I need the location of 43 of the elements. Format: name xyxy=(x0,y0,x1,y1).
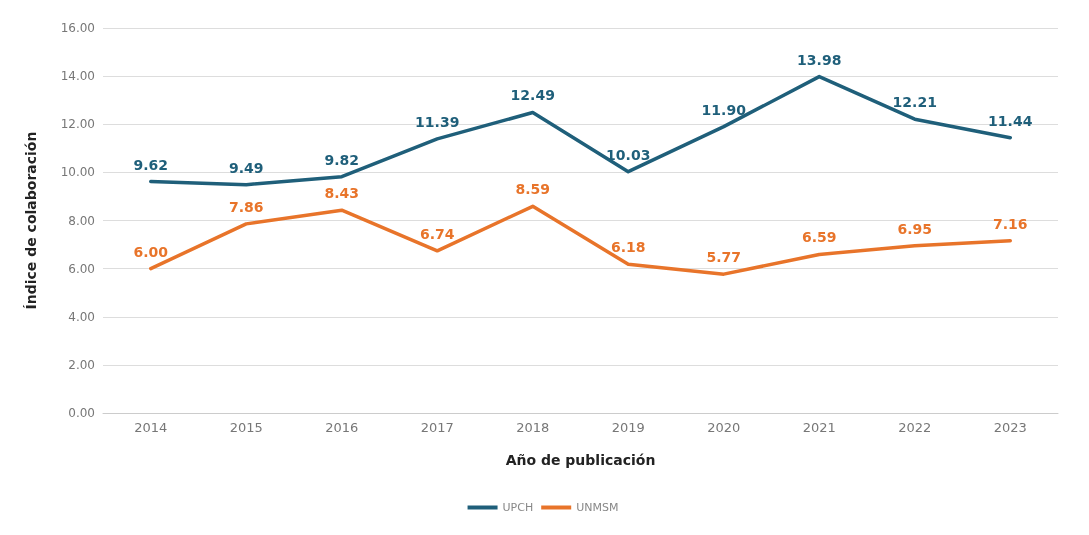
data-label: 11.39 xyxy=(415,113,460,130)
data-label: 8.43 xyxy=(324,185,360,202)
legend-label: UPCH xyxy=(502,501,534,514)
x-tick-label: 2015 xyxy=(229,420,263,435)
x-tick-label: 2020 xyxy=(707,420,741,435)
data-label: 6.59 xyxy=(801,229,837,246)
data-label: 7.86 xyxy=(228,198,264,215)
x-tick-label: 2021 xyxy=(802,420,836,435)
x-tick-label: 2023 xyxy=(993,420,1027,435)
x-tick-label: 2016 xyxy=(325,420,359,435)
x-tick-label: 2017 xyxy=(420,420,454,435)
y-tick-label: 10.00 xyxy=(60,165,95,180)
y-tick-label: 0.00 xyxy=(68,406,95,420)
data-label: 7.16 xyxy=(992,215,1028,232)
x-tick-label: 2018 xyxy=(516,420,550,435)
data-label: 12.49 xyxy=(510,87,555,104)
data-label: 8.59 xyxy=(515,181,551,198)
x-tick-label: 2022 xyxy=(898,420,932,435)
y-tick-label: 8.00 xyxy=(68,213,95,228)
x-tick-label: 2019 xyxy=(611,420,645,435)
x-axis-title: Año de publicación xyxy=(505,452,656,468)
data-label: 13.98 xyxy=(797,51,842,68)
data-label: 6.95 xyxy=(897,220,933,237)
y-tick-label: 12.00 xyxy=(60,117,95,132)
data-label: 10.03 xyxy=(606,146,651,163)
data-label: 5.77 xyxy=(706,249,742,266)
data-label: 11.90 xyxy=(701,101,747,118)
y-tick-label: 2.00 xyxy=(68,357,95,372)
y-tick-label: 4.00 xyxy=(68,309,95,324)
data-label: 6.18 xyxy=(610,239,646,256)
y-axis-title: Índice de colaboración xyxy=(23,131,39,310)
y-tick-label: 14.00 xyxy=(60,69,95,84)
y-tick-label: 16.00 xyxy=(60,21,95,35)
y-tick-label: 6.00 xyxy=(68,261,95,276)
data-label: 9.49 xyxy=(228,159,264,176)
x-tick-label: 2014 xyxy=(134,420,168,435)
legend-label: UNMSM xyxy=(576,501,619,514)
data-label: 11.44 xyxy=(988,112,1033,129)
data-label: 12.21 xyxy=(892,94,937,111)
data-label: 9.82 xyxy=(324,151,360,168)
data-label: 6.74 xyxy=(419,225,455,242)
data-label: 6.00 xyxy=(133,243,169,260)
data-label: 9.62 xyxy=(133,156,169,173)
